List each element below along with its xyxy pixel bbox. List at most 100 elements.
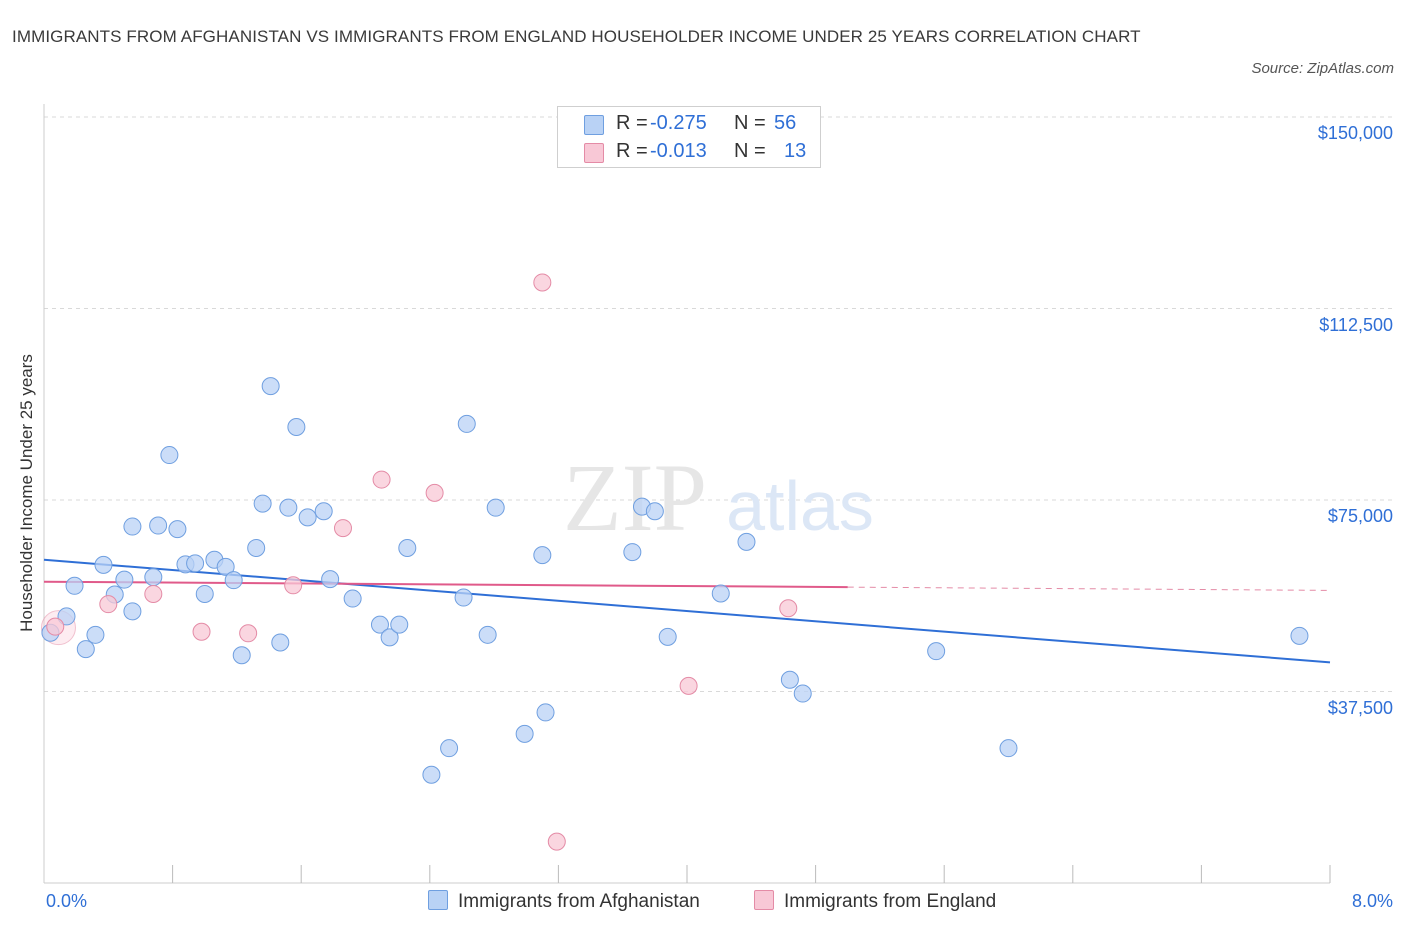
data-point-afghanistan [195,584,214,603]
data-point-afghanistan [440,739,459,758]
y-tick-label: $150,000 [1317,123,1393,143]
data-point-afghanistan [1290,626,1309,645]
data-point-afghanistan [123,602,142,621]
data-point-afghanistan [65,576,84,595]
data-point-afghanistan [123,517,142,536]
data-point-afghanistan [343,589,362,608]
data-point-afghanistan [247,539,266,558]
legend-swatch-england [584,143,604,163]
data-point-afghanistan [76,640,95,659]
data-point-afghanistan [623,543,642,562]
data-point-afghanistan [793,684,812,703]
trend-lines [43,558,1331,664]
data-point-afghanistan [94,555,113,574]
data-point-afghanistan [780,670,799,689]
chart-title: IMMIGRANTS FROM AFGHANISTAN VS IMMIGRANT… [12,27,1141,46]
data-point-england [284,576,303,595]
data-point-afghanistan [115,570,134,589]
legend-r-value-england: -0.013 [650,140,707,162]
legend-row-afghanistan: R = -0.275 N = 56 [558,111,820,137]
data-point-afghanistan [398,539,417,558]
y-tick-label: $112,500 [1319,315,1393,335]
data-point-afghanistan [186,554,205,573]
data-point-afghanistan [999,739,1018,758]
data-point-afghanistan [454,588,473,607]
y-axis-label: Householder Income Under 25 years [17,354,36,632]
legend-r-value-afghanistan: -0.275 [650,112,707,134]
data-point-england [779,599,798,618]
data-point-afghanistan [261,377,280,396]
data-point-afghanistan [253,494,272,513]
source-label: Source: ZipAtlas.com [1251,60,1394,77]
y-tick-label: $37,500 [1327,698,1393,718]
data-point-afghanistan [160,446,179,465]
data-point-afghanistan [380,628,399,647]
trend-line-england-extension [847,586,1331,591]
legend-swatch-afghanistan [584,115,604,135]
data-point-afghanistan [515,724,534,743]
data-point-england [533,273,552,292]
y-tick-label: $75,000 [1327,506,1393,526]
data-point-afghanistan [711,584,730,603]
x-tick-label-min: 0.0% [46,891,88,911]
bottom-legend-swatch-afghanistan [428,890,448,910]
legend-r-label: R = [616,140,648,162]
data-point-afghanistan [232,646,251,665]
axes [43,104,1331,884]
legend-n-value-afghanistan: 56 [774,112,797,134]
data-point-england [144,584,163,603]
data-point-afghanistan [144,568,163,587]
legend-n-value-england: 13 [784,140,807,162]
legend-n-label: N = [734,140,766,162]
data-point-england [333,519,352,538]
data-point-afghanistan [658,627,677,646]
data-point-afghanistan [645,502,664,521]
data-point-afghanistan [536,703,555,722]
data-point-afghanistan [927,642,946,661]
bottom-legend-afghanistan: Immigrants from Afghanistan [428,890,700,913]
data-point-afghanistan [279,498,298,517]
data-point-afghanistan [457,414,476,433]
x-tick-label-max: 8.0% [1351,891,1393,911]
bottom-legend-swatch-england [754,890,774,910]
data-point-afghanistan [224,571,243,590]
data-point-afghanistan [271,633,290,652]
data-point-afghanistan [478,625,497,644]
trend-line-england [43,580,848,589]
data-point-england [99,595,118,614]
data-point-afghanistan [57,607,76,626]
data-points [40,273,1309,851]
legend-r-label: R = [616,112,648,134]
data-point-england [547,832,566,851]
gridlines [44,116,1395,692]
data-point-afghanistan [737,532,756,551]
data-point-afghanistan [321,570,340,589]
data-point-afghanistan [370,615,389,634]
bottom-legend-label-afghanistan: Immigrants from Afghanistan [458,891,700,912]
data-point-afghanistan [314,502,333,521]
data-point-england [46,617,65,636]
data-point-england [192,622,211,641]
bottom-legend-england: Immigrants from England [754,890,996,913]
legend-n-label: N = [734,112,766,134]
data-point-england [679,676,698,695]
data-point-afghanistan [422,765,441,784]
data-point-afghanistan [216,557,235,576]
bottom-legend-label-england: Immigrants from England [784,891,997,912]
data-point-afghanistan [298,508,317,527]
data-point-england [239,624,258,643]
data-point-afghanistan [86,625,105,644]
trend-line-afghanistan [43,558,1331,664]
data-point-afghanistan [486,498,505,517]
data-point-afghanistan [168,520,187,539]
data-point-england [372,470,391,489]
data-point-afghanistan [390,615,409,634]
correlation-legend: R = -0.275 N = 56 R = -0.013 N = 13 [557,106,821,168]
watermark-atlas: atlas [726,467,874,545]
watermark-zip: ZIP [563,444,707,551]
legend-row-england: R = -0.013 N = 13 [558,139,820,165]
data-point-afghanistan [149,516,168,535]
data-point-afghanistan [533,546,552,565]
data-point-england [425,483,444,502]
